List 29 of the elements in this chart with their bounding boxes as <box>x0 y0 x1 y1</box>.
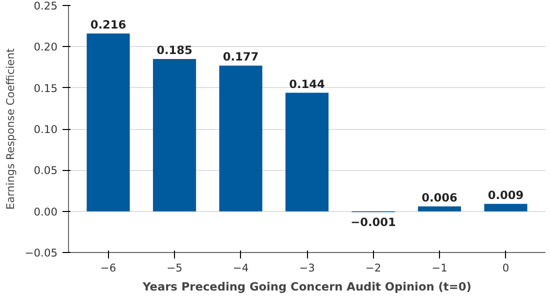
x-axis-title: Years Preceding Going Concern Audit Opinion (t=0) <box>142 280 472 294</box>
y-tick-label: 0.20 <box>34 40 58 54</box>
y-tick-label: 0.05 <box>34 164 58 178</box>
y-tick-label: 0.00 <box>34 205 58 218</box>
x-tick-label: 0 <box>502 262 510 274</box>
bar <box>418 206 462 212</box>
data-label: 0.185 <box>156 43 193 58</box>
x-tick-label: −5 <box>166 262 182 274</box>
data-label: 0.009 <box>488 188 524 202</box>
bar <box>285 92 329 212</box>
data-label: 0.177 <box>222 50 259 64</box>
x-tick-label: −3 <box>299 262 315 274</box>
bar <box>219 66 262 212</box>
y-tick-label: 0.10 <box>34 123 58 136</box>
x-tick-label: −4 <box>232 262 249 274</box>
data-label: −0.001 <box>350 215 396 230</box>
y-tick-label: 0.15 <box>34 82 58 95</box>
data-label: 0.006 <box>422 190 458 204</box>
bar <box>86 33 130 212</box>
bar <box>152 59 196 212</box>
x-tick-label: −2 <box>365 262 382 274</box>
y-tick-label: −0.05 <box>24 246 58 260</box>
y-axis-title: Earnings Response Coefficient <box>4 48 17 210</box>
x-tick-label: −6 <box>100 262 116 274</box>
x-tick-label: −1 <box>432 262 448 274</box>
y-tick-label: 0.25 <box>34 0 58 12</box>
data-label: 0.144 <box>289 76 326 91</box>
data-label: 0.216 <box>90 18 126 32</box>
bar <box>484 204 528 212</box>
